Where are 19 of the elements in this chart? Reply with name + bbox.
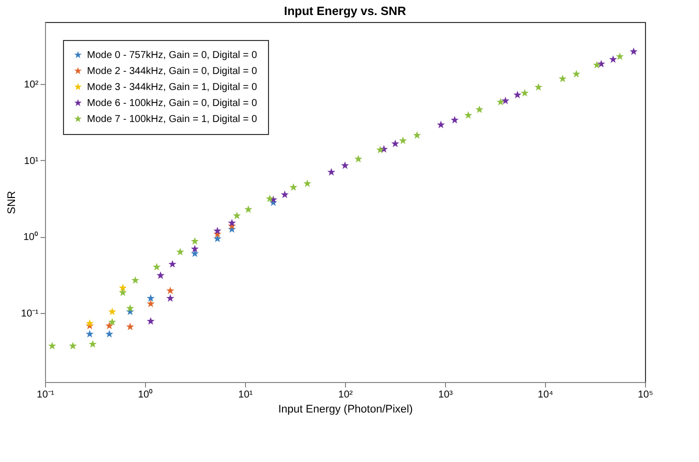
y-tick-label: 10² [24, 80, 40, 91]
chart-title: Input Energy vs. SNR [284, 4, 406, 18]
x-tick-label: 10² [338, 390, 354, 400]
x-tick-label: 10⁴ [538, 390, 554, 400]
x-tick-label: 10⁻¹ [36, 390, 55, 400]
y-axis-title: SNR [6, 190, 18, 214]
x-tick-label: 10⁰ [138, 388, 154, 400]
y-tick-label: 10⁻¹ [21, 308, 40, 320]
x-axis-title: Input Energy (Photon/Pixel) [278, 404, 413, 416]
y-tick-label: 10⁰ [23, 231, 38, 244]
legend-label: Mode 0 - 757kHz, Gain = 0, Digital = 0 [87, 50, 258, 61]
x-tick-label: 10¹ [238, 390, 254, 400]
legend-label: Mode 2 - 344kHz, Gain = 0, Digital = 0 [87, 66, 258, 77]
x-tick-label: 10⁵ [638, 390, 654, 400]
legend-label: Mode 7 - 100kHz, Gain = 1, Digital = 0 [87, 114, 258, 125]
legend-label: Mode 6 - 100kHz, Gain = 0, Digital = 0 [87, 98, 258, 109]
x-tick-label: 10³ [438, 390, 454, 400]
legend-label: Mode 3 - 344kHz, Gain = 1, Digital = 0 [87, 82, 258, 93]
y-tick-label: 10¹ [24, 156, 40, 167]
